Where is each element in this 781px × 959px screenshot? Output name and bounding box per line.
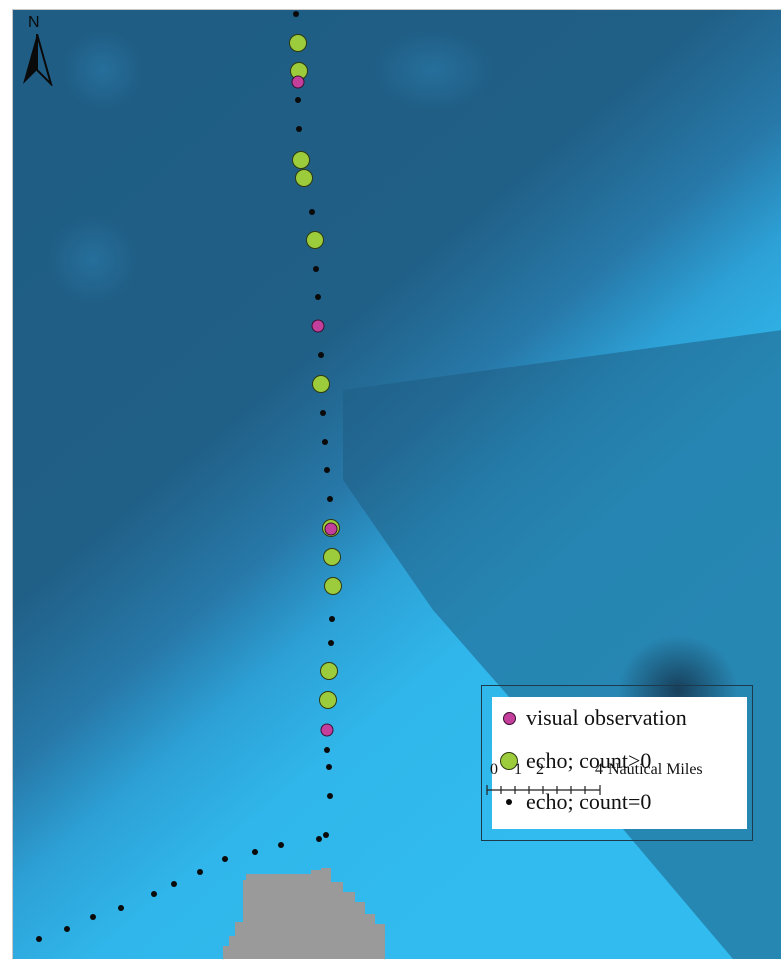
legend-item-echo-positive: echo; count>0	[492, 746, 747, 776]
scale-bar-icon	[486, 785, 601, 795]
echo-positive-point[interactable]	[312, 375, 330, 393]
echo-zero-point[interactable]	[324, 747, 330, 753]
scale-tick-0: 0	[490, 761, 498, 778]
echo-zero-point[interactable]	[118, 905, 124, 911]
echo-zero-point[interactable]	[171, 881, 177, 887]
echo-zero-point[interactable]	[315, 294, 321, 300]
echo-positive-point[interactable]	[292, 151, 310, 169]
land-mass	[223, 868, 385, 959]
visual-observation-point[interactable]	[320, 723, 334, 737]
echo-zero-point[interactable]	[316, 836, 322, 842]
echo-positive-point[interactable]	[320, 662, 338, 680]
visual-observation-point[interactable]	[311, 319, 325, 333]
scale-tick-1: 1	[514, 761, 522, 778]
legend: visual observation echo; count>0 echo; c…	[492, 697, 747, 829]
echo-zero-point[interactable]	[324, 467, 330, 473]
legend-label: echo; count>0	[526, 748, 652, 773]
scale-unit-label: Nautical Miles	[608, 761, 703, 778]
scale-tick-4: 4	[595, 761, 603, 778]
echo-zero-point[interactable]	[197, 869, 203, 875]
echo-zero-point[interactable]	[327, 793, 333, 799]
visual-observation-point[interactable]	[291, 75, 305, 89]
pale-spot	[373, 30, 493, 110]
echo-zero-point[interactable]	[309, 209, 315, 215]
echo-zero-point[interactable]	[320, 410, 326, 416]
echo-zero-point[interactable]	[293, 11, 299, 17]
legend-frame	[481, 685, 753, 841]
echo-zero-symbol	[506, 799, 512, 805]
echo-positive-point[interactable]	[319, 691, 337, 709]
pale-spot	[48, 215, 138, 305]
north-label: N	[28, 14, 40, 31]
echo-zero-point[interactable]	[64, 926, 70, 932]
echo-zero-point[interactable]	[326, 764, 332, 770]
legend-item-visual-observation: visual observation	[492, 703, 747, 733]
echo-positive-symbol	[500, 752, 518, 770]
echo-zero-point[interactable]	[278, 842, 284, 848]
visual-observation-symbol	[502, 711, 516, 725]
echo-zero-point[interactable]	[328, 640, 334, 646]
visual-observation-point[interactable]	[324, 522, 338, 536]
echo-zero-point[interactable]	[296, 126, 302, 132]
pale-spot	[63, 30, 143, 110]
echo-positive-point[interactable]	[324, 577, 342, 595]
survey-track	[36, 11, 342, 942]
legend-label: visual observation	[526, 705, 687, 730]
echo-zero-point[interactable]	[222, 856, 228, 862]
echo-zero-point[interactable]	[323, 832, 329, 838]
echo-zero-point[interactable]	[313, 266, 319, 272]
echo-positive-point[interactable]	[289, 34, 307, 52]
echo-zero-point[interactable]	[295, 97, 301, 103]
echo-zero-point[interactable]	[90, 914, 96, 920]
echo-positive-point[interactable]	[306, 231, 324, 249]
echo-zero-point[interactable]	[329, 616, 335, 622]
echo-zero-point[interactable]	[252, 849, 258, 855]
echo-zero-point[interactable]	[322, 439, 328, 445]
legend-label: echo; count=0	[526, 789, 652, 814]
legend-item-echo-zero: echo; count=0	[492, 787, 747, 817]
north-arrow-icon	[23, 34, 53, 86]
echo-zero-point[interactable]	[151, 891, 157, 897]
echo-positive-point[interactable]	[295, 169, 313, 187]
echo-positive-point[interactable]	[323, 548, 341, 566]
echo-zero-point[interactable]	[318, 352, 324, 358]
echo-zero-point[interactable]	[327, 496, 333, 502]
scale-tick-2: 2	[536, 761, 544, 778]
map-canvas[interactable]	[12, 9, 781, 959]
echo-zero-point[interactable]	[36, 936, 42, 942]
